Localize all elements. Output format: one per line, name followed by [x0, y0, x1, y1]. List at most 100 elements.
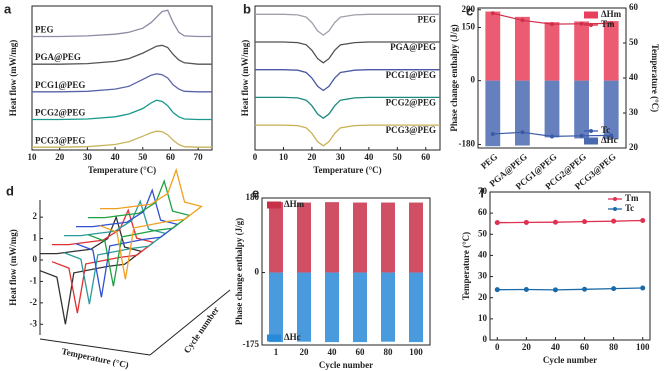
- x-tick-label: 80: [384, 347, 394, 357]
- series-label: PCG2@PEG: [35, 108, 85, 118]
- legend-label: Tm: [601, 19, 615, 29]
- series-line: [497, 219, 643, 224]
- point: [494, 220, 500, 226]
- y-tick-label: 200: [462, 4, 476, 14]
- x-tick-label: 60: [580, 342, 590, 352]
- x-tick-label: 50: [138, 152, 148, 162]
- point: [490, 132, 495, 136]
- bar: [297, 202, 311, 273]
- y-tick-label: 180: [246, 192, 260, 202]
- bar: [515, 80, 530, 146]
- y-tick-label: -180: [459, 139, 476, 149]
- bar: [353, 272, 367, 343]
- bar: [325, 272, 339, 343]
- point: [552, 287, 558, 293]
- y-tick-label: 50: [478, 228, 488, 238]
- bar: [485, 80, 501, 147]
- series-label: PCG3@PEG: [386, 125, 436, 135]
- bar: [409, 202, 423, 273]
- point: [609, 133, 614, 138]
- series-label: PGA@PEG: [35, 52, 81, 62]
- x-axis-label: Cycle number: [319, 360, 373, 370]
- x-tick-label: 20: [307, 152, 317, 162]
- y-tick-label: 30: [478, 271, 488, 281]
- bar: [574, 80, 589, 139]
- x-tick-label: 1: [274, 347, 279, 357]
- point: [582, 219, 588, 225]
- point: [611, 218, 617, 224]
- series-line: [255, 96, 440, 120]
- series-line: [32, 130, 212, 148]
- y-tick-label: 0: [483, 334, 488, 344]
- x-tick-label: 40: [328, 347, 338, 357]
- series-line: [497, 287, 643, 291]
- y2-axis-label: Temperature (°C): [650, 44, 660, 112]
- x-tick-label: 60: [166, 152, 176, 162]
- x-tick-label: 70: [194, 152, 204, 162]
- series-line: [32, 73, 212, 93]
- x-tick-label: 30: [83, 152, 93, 162]
- y-tick-label: 150: [462, 22, 476, 32]
- series-line: [51, 208, 155, 314]
- y-tick-label: 40: [478, 249, 488, 259]
- bar: [515, 16, 530, 81]
- x-tick-label: 0: [253, 152, 258, 162]
- point: [523, 219, 529, 225]
- y-tick-label: 0: [471, 75, 476, 85]
- panel-letter: a: [4, 1, 12, 16]
- point: [550, 134, 554, 139]
- y-tick-label: 0: [33, 254, 38, 264]
- legend-swatch: [613, 207, 617, 211]
- legend-swatch: [613, 197, 617, 201]
- point: [490, 11, 495, 16]
- y-axis-label: Heat flow (mW/mg): [8, 40, 18, 116]
- y2-tick-label: 30: [629, 107, 639, 117]
- panel-letter: e: [252, 185, 259, 200]
- series-line: [32, 44, 212, 65]
- point: [523, 286, 529, 292]
- point: [520, 130, 525, 135]
- x-tick-label: 30: [336, 152, 346, 162]
- y-tick-label: 20: [478, 292, 488, 302]
- x-tick-label: 60: [356, 347, 366, 357]
- legend-swatch: [584, 11, 598, 19]
- series-label: PEG: [417, 14, 436, 24]
- x-tick-label: 80: [609, 342, 619, 352]
- x-tick-label: 10: [279, 152, 289, 162]
- series-line: [99, 167, 203, 280]
- y-axis-label: Heat flow (mW/mg): [8, 229, 18, 305]
- y-tick-label: 60: [478, 207, 488, 217]
- point: [609, 21, 614, 26]
- panel-letter: c: [466, 3, 473, 18]
- z-axis-label: Cycle number: [182, 305, 221, 355]
- series-line: [63, 199, 167, 305]
- y-tick-label: -3: [30, 318, 38, 328]
- axis-line: [39, 338, 151, 356]
- series-label: PCG1@PEG: [386, 70, 436, 80]
- x-axis-label: Cycle number: [543, 355, 597, 365]
- bar: [485, 11, 501, 81]
- y-tick-label: 1: [33, 233, 38, 243]
- x-tick-label: 40: [364, 152, 374, 162]
- x-axis-label: Temperature (°C): [88, 165, 156, 175]
- x-tick-label: 50: [393, 152, 403, 162]
- bar: [574, 21, 589, 81]
- bar: [381, 272, 395, 342]
- bar: [544, 80, 560, 138]
- legend-label: ΔHm: [601, 9, 622, 19]
- x-tick-label: 20: [522, 342, 532, 352]
- legend-swatch: [589, 23, 593, 27]
- y-tick-label: 10: [478, 313, 488, 323]
- series-line: [255, 13, 440, 36]
- bar: [544, 22, 560, 81]
- y2-tick-label: 20: [629, 142, 639, 152]
- y-tick-label: -1: [30, 275, 38, 285]
- series-label: PGA@PEG: [390, 42, 436, 52]
- bar: [269, 202, 283, 273]
- series-line: [39, 215, 143, 325]
- legend-label: ΔHc: [284, 332, 301, 342]
- legend-label: ΔHm: [284, 199, 305, 209]
- point: [550, 22, 554, 27]
- x-tick-label: 40: [551, 342, 561, 352]
- point: [582, 286, 588, 292]
